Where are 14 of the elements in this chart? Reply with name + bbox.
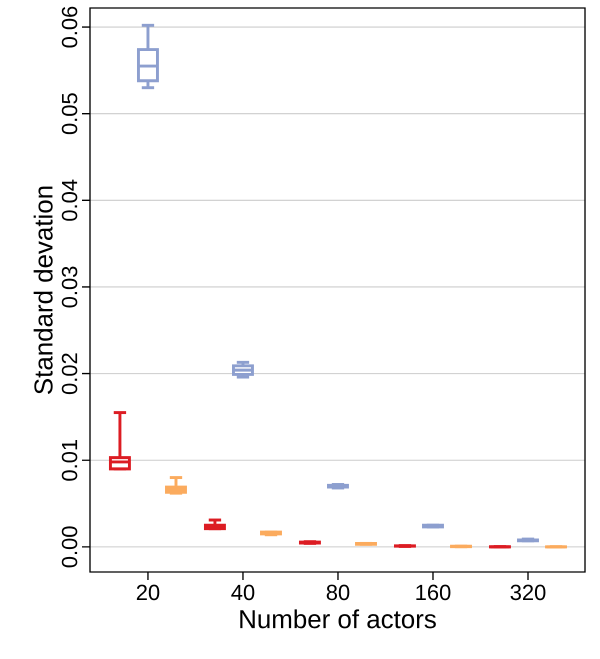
y-tick-label: 0.02 bbox=[62, 353, 78, 394]
y-tick-label: 0.05 bbox=[62, 93, 78, 134]
x-tick-label: 40 bbox=[231, 584, 254, 600]
x-tick-label: 160 bbox=[416, 584, 450, 600]
x-axis-title: Number of actors bbox=[240, 609, 436, 628]
x-tick-label: 320 bbox=[510, 584, 546, 600]
y-tick-label: 0.01 bbox=[62, 440, 78, 481]
y-tick-label: 0.00 bbox=[62, 526, 78, 568]
y-tick-label: 0.03 bbox=[62, 266, 78, 308]
x-tick-label: 20 bbox=[136, 584, 160, 600]
y-tick-label: 0.04 bbox=[62, 180, 78, 221]
y-axis-title: Standard devation bbox=[34, 186, 53, 394]
x-tick-label: 80 bbox=[326, 584, 350, 600]
y-tick-label: 0.06 bbox=[62, 6, 78, 48]
